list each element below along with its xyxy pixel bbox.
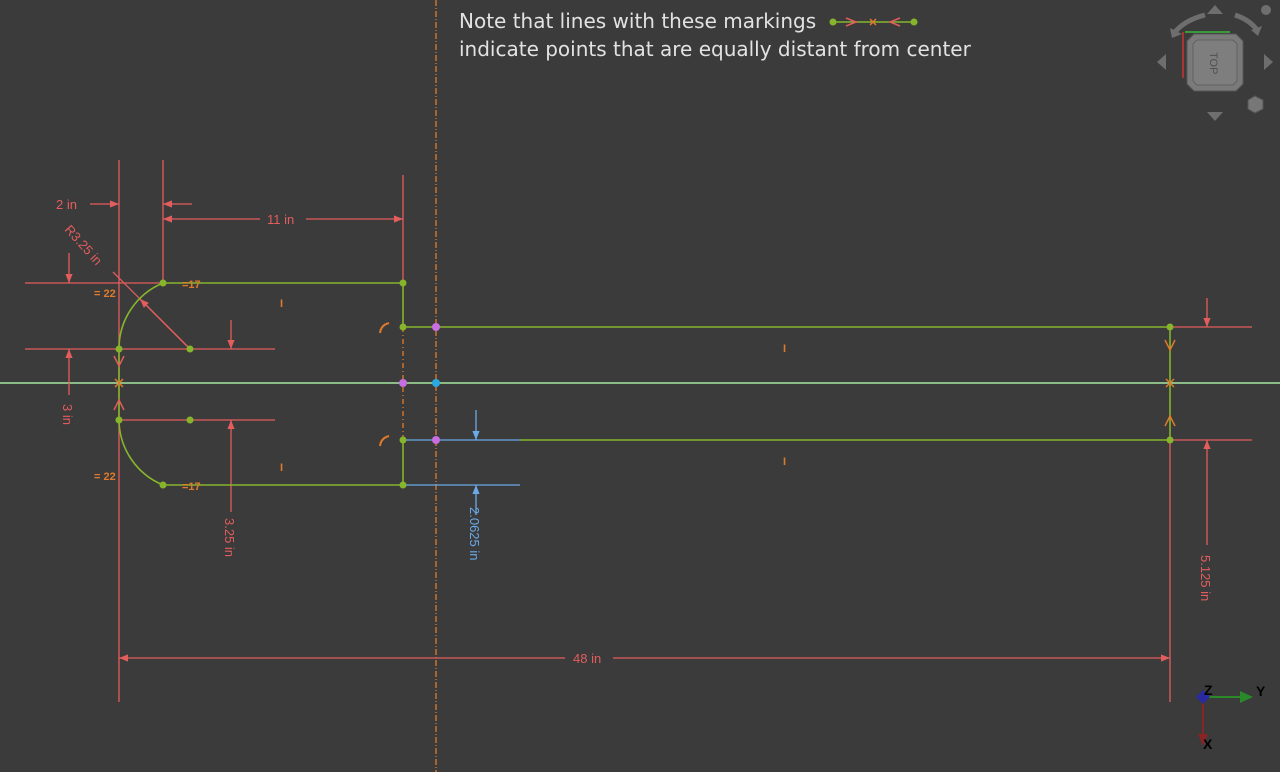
arrow-up-icon[interactable]: [1207, 5, 1223, 14]
legend-symmetry-marking: [829, 17, 918, 27]
dim-5125-label[interactable]: 5.125 in: [1198, 555, 1213, 601]
cube-face-label: TOP: [1207, 52, 1219, 74]
arrow-down-icon[interactable]: [1207, 112, 1223, 121]
arrow-left-icon[interactable]: [1157, 54, 1166, 70]
dim-radius-arrow: [139, 298, 191, 350]
navigation-cube[interactable]: TOP: [1157, 5, 1273, 121]
arrow-right-icon[interactable]: [1264, 54, 1273, 70]
origin-point[interactable]: [432, 379, 440, 387]
symmetric-points[interactable]: [399, 323, 440, 444]
dim-11in-label[interactable]: 11 in: [267, 212, 294, 227]
axis-z-label: Z: [1204, 682, 1213, 698]
tangent-constraint-icon[interactable]: [379, 322, 390, 447]
equal-constraint-label[interactable]: = 22: [94, 471, 116, 483]
equal-constraint-label[interactable]: = 22: [94, 288, 116, 300]
dim-3in-label[interactable]: 3 in: [60, 404, 75, 425]
dim-20625-label[interactable]: 2.0625 in: [467, 507, 482, 561]
symmetry-constraint-markers[interactable]: [113, 339, 1176, 427]
axis-indicator: Z Y X: [1196, 682, 1266, 752]
sketch-points[interactable]: [115, 279, 1174, 489]
bottom-arc[interactable]: [118, 419, 164, 486]
equal-constraint-label[interactable]: =17: [182, 279, 201, 291]
axis-y-label: Y: [1256, 683, 1266, 699]
rotate-right-icon[interactable]: [1234, 12, 1260, 32]
top-arc[interactable]: [118, 282, 164, 350]
isometric-cube-icon[interactable]: [1247, 95, 1264, 114]
note-line-1: Note that lines with these markings: [459, 9, 817, 33]
axis-x-label: X: [1203, 736, 1213, 752]
dim-325in-label[interactable]: 3.25 in: [222, 518, 237, 557]
horizontal-constraint-label[interactable]: I: [783, 343, 786, 355]
note-line-2: indicate points that are equally distant…: [459, 37, 971, 61]
dim-radius-label[interactable]: R3.25 in: [62, 222, 106, 268]
rotate-left-icon[interactable]: [1173, 12, 1206, 34]
view-menu-button[interactable]: [1261, 5, 1271, 15]
dim-2in-label[interactable]: 2 in: [56, 197, 77, 212]
vertical-constraint-label[interactable]: I: [280, 462, 283, 474]
dim-48in-label[interactable]: 48 in: [573, 651, 601, 666]
horizontal-constraint-label[interactable]: I: [783, 456, 786, 468]
vertical-constraint-label[interactable]: I: [280, 298, 283, 310]
equal-constraint-label[interactable]: =17: [182, 481, 201, 493]
extension-lines: [25, 160, 1252, 702]
